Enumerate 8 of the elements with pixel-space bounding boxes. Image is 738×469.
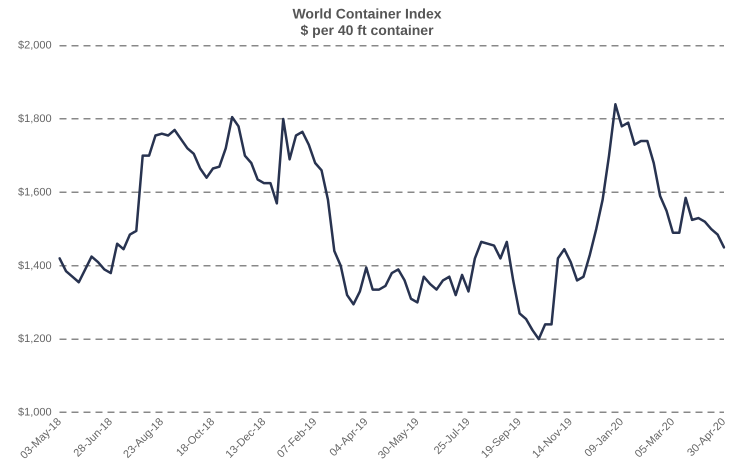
y-tick-label: $2,000 [18,40,52,52]
y-tick-label: $1,600 [18,186,52,198]
y-tick-label: $1,000 [18,406,52,419]
y-tick-label: $1,800 [18,113,52,126]
y-tick-label: $1,200 [18,333,52,346]
chart-subtitle: $ per 40 ft container [300,22,434,38]
chart-title: World Container Index [292,5,442,22]
y-tick-label: $1,400 [18,260,52,272]
